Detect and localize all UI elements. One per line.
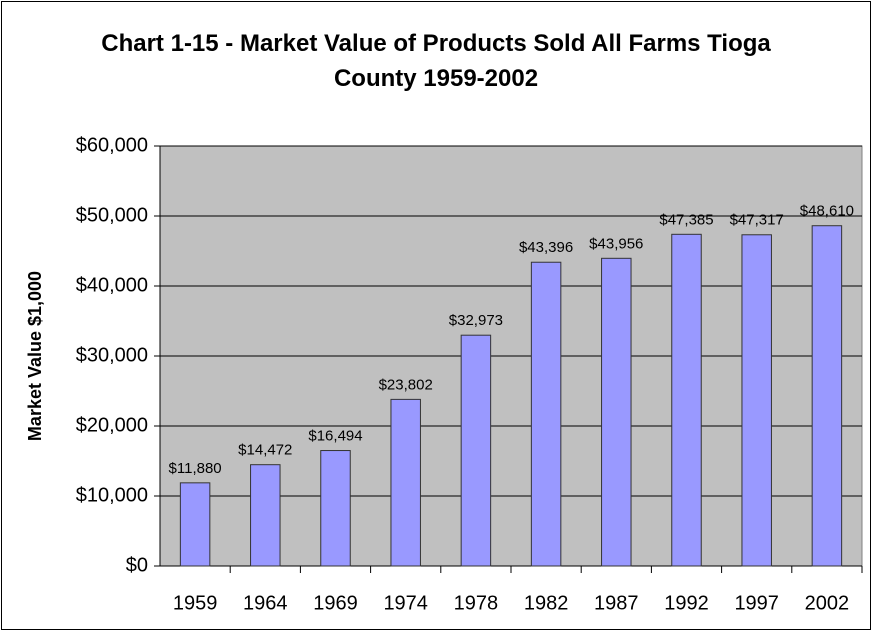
y-tick-label: $40,000 xyxy=(76,274,148,296)
bar xyxy=(811,225,843,567)
y-tick-label: $20,000 xyxy=(76,414,148,436)
x-tick-label: 1997 xyxy=(734,592,779,614)
chart-title: Chart 1-15 - Market Value of Products So… xyxy=(101,30,771,92)
x-tick-label: 1964 xyxy=(243,592,288,614)
bar xyxy=(601,257,632,567)
x-tick-label: 1978 xyxy=(454,592,499,614)
bar xyxy=(390,398,421,567)
bar xyxy=(460,334,492,567)
y-axis-title: Market Value $1,000 xyxy=(25,271,45,441)
y-tick-label: $50,000 xyxy=(76,204,148,226)
bar xyxy=(320,450,351,567)
x-tick-label: 1992 xyxy=(664,592,709,614)
bar xyxy=(671,233,702,567)
value-label: $48,610 xyxy=(800,203,854,220)
y-tick-label: $60,000 xyxy=(76,134,148,156)
x-tick-label: 1974 xyxy=(383,592,428,614)
value-label: $16,494 xyxy=(308,428,362,445)
x-tick-label: 2002 xyxy=(805,592,850,614)
value-label: $47,385 xyxy=(659,211,713,228)
value-label: $23,802 xyxy=(379,376,433,393)
bar xyxy=(250,464,281,567)
y-tick-label: $10,000 xyxy=(76,484,148,506)
value-label: $43,396 xyxy=(519,239,573,256)
x-tick-label: 1959 xyxy=(173,592,218,614)
bar xyxy=(179,482,211,567)
value-label: $47,317 xyxy=(730,212,784,229)
y-tick-label: $0 xyxy=(126,554,148,576)
x-tick-label: 1982 xyxy=(524,592,569,614)
value-label: $14,472 xyxy=(238,442,292,459)
value-label: $11,880 xyxy=(169,460,222,477)
y-tick-label: $30,000 xyxy=(76,344,148,366)
value-label: $43,956 xyxy=(589,235,643,252)
x-tick-label: 1987 xyxy=(594,592,639,614)
bar xyxy=(741,234,772,567)
bar xyxy=(530,261,562,567)
value-label: $32,973 xyxy=(449,312,503,329)
x-tick-label: 1969 xyxy=(313,592,358,614)
